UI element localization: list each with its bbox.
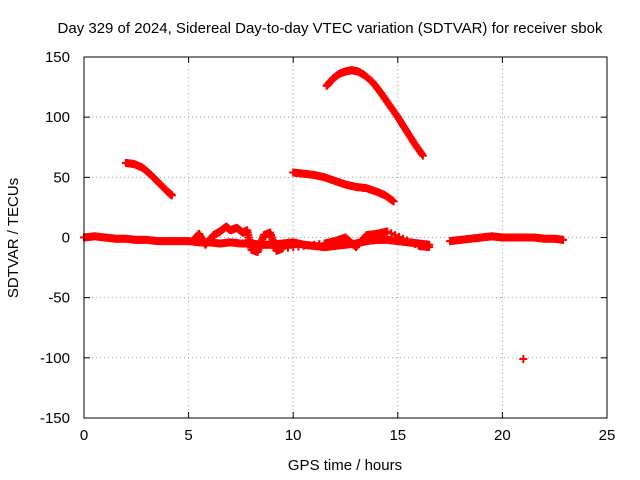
series-spikes [188,222,434,256]
x-tick-label: 5 [184,427,192,444]
y-tick-label: -50 [48,290,70,307]
x-tick-label: 20 [494,427,511,444]
y-tick-label: 50 [53,169,70,186]
y-tick-label: 100 [45,109,70,126]
data-point-marker [418,151,427,160]
tick-label-layer: 0 5 10 15 20 25 -150 -100 -50 0 50 100 150 [40,49,615,444]
series-arc-3 [322,66,427,160]
data-point-marker [559,235,568,244]
x-tick-label: 10 [285,427,302,444]
data-point-marker [167,191,176,200]
series-baseline-2 [446,232,568,246]
data-point-marker [389,197,398,206]
x-tick-label: 0 [80,427,88,444]
y-axis-label: SDTVAR / TECUs [5,178,22,298]
y-tick-label: -150 [40,410,70,427]
x-tick-label: 15 [389,427,406,444]
y-tick-label: 0 [62,230,70,247]
series-outlier [519,355,528,364]
series-arc-1 [121,158,176,200]
plot-frame [83,56,608,419]
y-tick-label: -100 [40,350,70,367]
series-arc-2 [289,168,398,206]
data-layer [80,66,568,364]
data-point-marker [519,355,528,364]
chart-title: Day 329 of 2024, Sidereal Day-to-day VTE… [58,20,603,37]
data-point-marker [417,150,426,159]
y-tick-label: 150 [45,49,70,66]
x-tick-label: 25 [599,427,616,444]
data-point-marker [425,243,434,252]
x-axis-label: GPS time / hours [288,457,402,474]
